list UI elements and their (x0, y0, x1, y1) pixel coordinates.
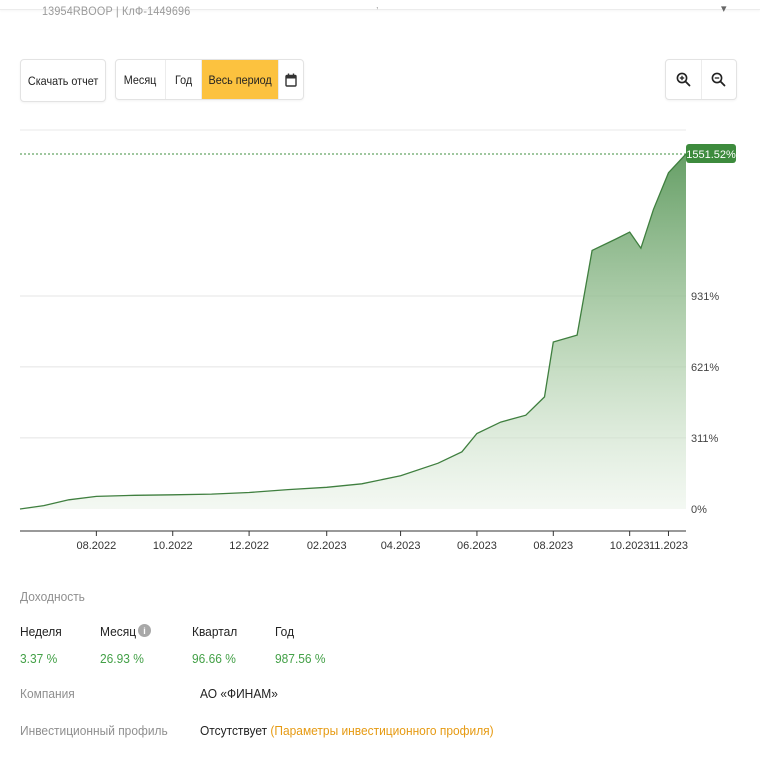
return-month-value: 26.93 % (100, 651, 144, 666)
x-tick-label: 04.2023 (381, 540, 421, 552)
period-selector: Месяц Год Весь период (115, 59, 304, 100)
company-label: Компания (20, 686, 75, 701)
zoom-out-icon (711, 72, 726, 87)
series-area (20, 154, 686, 509)
x-tick-label: 11.2023 (649, 540, 688, 552)
investment-profile-row: Отсутствует (Параметры инвестиционного п… (200, 723, 494, 738)
info-icon[interactable]: i (138, 624, 151, 637)
x-tick-label: 10.2022 (153, 540, 193, 552)
calendar-button[interactable] (279, 60, 303, 99)
header-bar (0, 0, 760, 10)
y-tick-label: 311% (691, 433, 719, 445)
return-year-label: Год (275, 624, 295, 639)
account-line: 13954RBOOP | КлФ-1449696 (42, 4, 191, 18)
period-all-label: Весь период (208, 72, 272, 87)
x-tick-label: 02.2023 (307, 540, 347, 552)
investment-profile-label: Инвестиционный профиль (20, 723, 168, 738)
return-quarter-value: 96.66 % (192, 651, 236, 666)
period-month-label: Месяц (124, 72, 157, 87)
zoom-in-button[interactable] (666, 60, 702, 99)
x-tick-label: 08.2022 (76, 540, 116, 552)
zoom-out-button[interactable] (702, 60, 737, 99)
return-week-value: 3.37 % (20, 651, 58, 666)
return-month-label: Месяц (100, 624, 137, 639)
x-tick-label: 08.2023 (533, 540, 573, 552)
x-tick-label: 12.2022 (229, 540, 269, 552)
y-tick-label: 621% (691, 362, 719, 374)
x-tick-label: 10.2023 (610, 540, 650, 552)
calendar-icon (285, 73, 297, 87)
investment-profile-link[interactable]: (Параметры инвестиционного профиля) (270, 723, 494, 738)
return-year-value: 987.56 % (275, 651, 326, 666)
return-week-label: Неделя (20, 624, 62, 639)
download-report-button[interactable]: Скачать отчет (20, 59, 106, 102)
period-year-label: Год (174, 72, 193, 87)
investment-profile-value: Отсутствует (200, 723, 268, 738)
period-month-button[interactable]: Месяц (116, 60, 166, 99)
zoom-controls (665, 59, 737, 100)
period-all-button[interactable]: Весь период (202, 60, 279, 99)
returns-title: Доходность (20, 589, 85, 604)
chevron-down-icon[interactable]: ▾ (721, 3, 727, 15)
current-value-badge: 1551.52% (686, 144, 736, 163)
current-value-label: 1551.52% (686, 149, 736, 161)
download-report-label: Скачать отчет (27, 73, 99, 88)
period-year-button[interactable]: Год (166, 60, 202, 99)
return-quarter-label: Квартал (192, 624, 238, 639)
y-tick-label: 0% (691, 504, 707, 516)
series-line (19, 153, 687, 510)
returns-chart[interactable]: 1551.52% 0% 311% 621% 931% 08.2022 10.2022 12.2… (0, 120, 760, 560)
x-tick-label: 06.2023 (457, 540, 497, 552)
y-tick-label: 931% (691, 291, 719, 303)
zoom-in-icon (676, 72, 691, 87)
chart-axes (20, 530, 686, 536)
company-value: АО «ФИНАМ» (200, 686, 278, 701)
header-separator-dot: , (376, 0, 379, 10)
